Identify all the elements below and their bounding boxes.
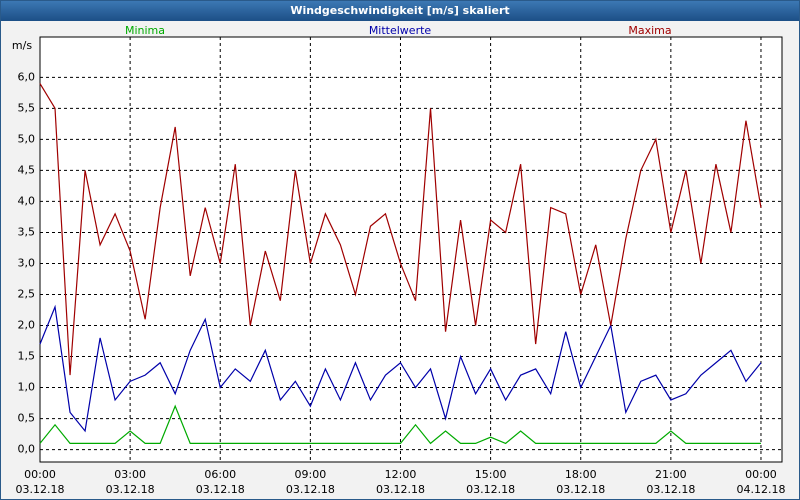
x-tick-date: 03.12.18 [16, 483, 65, 496]
y-tick-label: 4,0 [18, 194, 36, 207]
x-tick-date: 03.12.18 [196, 483, 245, 496]
series-line [39, 404, 761, 445]
series-line [39, 304, 762, 433]
y-tick-label: 4,5 [18, 163, 36, 176]
y-tick-label: 1,5 [18, 350, 36, 363]
x-tick-date: 03.12.18 [646, 483, 695, 496]
legend-entry: Minima [125, 24, 165, 37]
legend-entry: Maxima [628, 24, 671, 37]
legend-entry: Mittelwerte [369, 24, 432, 37]
x-tick-date: 03.12.18 [106, 483, 155, 496]
y-tick-label: 0,0 [18, 443, 36, 456]
x-tick-label: 12:00 [385, 468, 417, 481]
x-tick-label: 15:00 [475, 468, 507, 481]
y-tick-label: 0,5 [18, 412, 36, 425]
x-tick-label: 06:00 [204, 468, 236, 481]
y-tick-label: 2,0 [18, 319, 36, 332]
y-tick-label: 3,5 [18, 225, 36, 238]
x-tick-label: 00:00 [745, 468, 777, 481]
y-tick-label: 6,0 [18, 70, 36, 83]
x-tick-label: 00:00 [24, 468, 56, 481]
x-tick-label: 21:00 [655, 468, 687, 481]
plot-area [39, 36, 783, 463]
x-tick-date: 03.12.18 [466, 483, 515, 496]
y-tick-label: 1,0 [18, 381, 36, 394]
series-line [39, 83, 762, 376]
x-tick-date: 03.12.18 [376, 483, 425, 496]
y-tick-label: 2,5 [18, 287, 36, 300]
x-tick-date: 03.12.18 [556, 483, 605, 496]
y-tick-label: 5,0 [18, 132, 36, 145]
x-tick-date: 04.12.18 [736, 483, 785, 496]
title-bar: Windgeschwindigkeit [m/s] skaliert [1, 1, 799, 21]
y-axis-label: m/s [12, 39, 32, 52]
x-tick-label: 18:00 [565, 468, 597, 481]
x-tick-date: 03.12.18 [286, 483, 335, 496]
x-tick-label: 09:00 [295, 468, 327, 481]
x-tick-label: 03:00 [114, 468, 146, 481]
y-tick-label: 5,5 [18, 101, 36, 114]
y-tick-label: 3,0 [18, 256, 36, 269]
